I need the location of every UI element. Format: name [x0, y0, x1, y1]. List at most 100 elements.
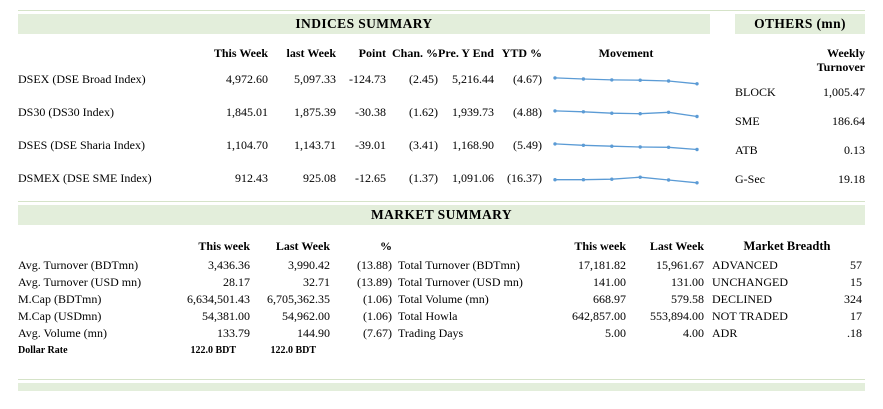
breadth-row: ADR .18 — [712, 325, 862, 342]
breadth-value: 15 — [850, 275, 862, 290]
sparkline-chart — [553, 141, 699, 151]
others-label: SME — [735, 114, 760, 129]
value-last-week: 3,990.42 — [288, 258, 330, 273]
value-last-week: 579.58 — [671, 292, 704, 307]
index-pre-y-end: 5,216.44 — [452, 72, 494, 87]
others-row: BLOCK 1,005.47 — [735, 78, 865, 107]
market-row: Avg. Turnover (USD mn) 28.17 32.71 (13.8… — [18, 274, 392, 291]
indices-section: INDICES SUMMARY This Week last Week Poin… — [18, 11, 865, 195]
others-label: ATB — [735, 143, 758, 158]
index-ytd-pct: (4.88) — [513, 105, 542, 120]
value-last-week: 32.71 — [303, 275, 330, 290]
col-last-week: Last Week — [649, 239, 704, 254]
movement-cell — [542, 135, 710, 157]
index-row: DSES (DSE Sharia Index) 1,104.70 1,143.7… — [18, 129, 710, 162]
breadth-label: ADR — [712, 326, 738, 341]
totals-header-row: This week Last Week — [398, 238, 704, 255]
value-this-week: 141.00 — [593, 275, 626, 290]
market-row: M.Cap (USDmn) 54,381.00 54,962.00 (1.06) — [18, 308, 392, 325]
index-point: -39.01 — [355, 138, 386, 153]
top-rule — [18, 10, 865, 11]
market-averages-block: This week Last Week % Avg. Turnover (BDT… — [18, 238, 392, 358]
breadth-row: ADVANCED 57 — [712, 257, 862, 274]
index-this-week: 912.43 — [235, 171, 268, 186]
dollar-rate-this-week: 122.0 BDT — [190, 344, 236, 356]
value-pct: (13.89) — [357, 275, 392, 290]
value-this-week: 28.17 — [223, 275, 250, 290]
market-label: M.Cap (BDTmn) — [18, 292, 102, 307]
others-value: 186.64 — [832, 114, 865, 129]
movement-cell — [542, 102, 710, 124]
market-row: Trading Days 5.00 4.00 — [398, 325, 704, 342]
bottom-rule — [18, 379, 865, 381]
value-this-week: 133.79 — [217, 326, 250, 341]
market-row: Total Howla 642,857.00 553,894.00 — [398, 308, 704, 325]
market-label: Total Turnover (BDTmn) — [398, 258, 520, 273]
index-last-week: 1,875.39 — [294, 105, 336, 120]
others-header-row: Weekly Turnover — [735, 46, 865, 74]
others-row: ATB 0.13 — [735, 136, 865, 165]
index-point: -30.38 — [355, 105, 386, 120]
market-breadth-title: Market Breadth — [743, 239, 831, 254]
value-last-week: 144.90 — [297, 326, 330, 341]
index-row: DSMEX (DSE SME Index) 912.43 925.08 -12.… — [18, 162, 710, 195]
market-row: Total Turnover (BDTmn) 17,181.82 15,961.… — [398, 257, 704, 274]
index-last-week: 5,097.33 — [294, 72, 336, 87]
market-row: Avg. Volume (mn) 133.79 144.90 (7.67) — [18, 325, 392, 342]
breadth-row: DECLINED 324 — [712, 291, 862, 308]
col-last-week: last Week — [286, 46, 336, 60]
breadth-label: DECLINED — [712, 292, 772, 307]
indices-header-row: This Week last Week Point Chan. % Pre. Y… — [18, 46, 710, 60]
col-point: Point — [358, 46, 386, 60]
value-last-week: 131.00 — [671, 275, 704, 290]
market-totals-block: This week Last Week Total Turnover (BDTm… — [398, 238, 704, 358]
value-pct: (1.06) — [363, 309, 392, 324]
others-value: 19.18 — [838, 172, 865, 187]
value-this-week: 17,181.82 — [578, 258, 626, 273]
others-value: 0.13 — [844, 143, 865, 158]
index-pre-y-end: 1,091.06 — [452, 171, 494, 186]
others-row: G-Sec 19.18 — [735, 165, 865, 194]
value-this-week: 54,381.00 — [202, 309, 250, 324]
sparkline-chart — [553, 175, 699, 185]
col-ytd-pct: YTD % — [501, 46, 542, 60]
value-pct: (7.67) — [363, 326, 392, 341]
value-last-week: 4.00 — [683, 326, 704, 341]
market-label: Avg. Volume (mn) — [18, 326, 107, 341]
index-point: -124.73 — [349, 72, 386, 87]
index-ytd-pct: (16.37) — [507, 171, 542, 186]
others-value: 1,005.47 — [823, 85, 865, 100]
value-this-week: 668.97 — [593, 292, 626, 307]
index-chan-pct: (1.37) — [409, 171, 438, 186]
market-label: M.Cap (USDmn) — [18, 309, 102, 324]
index-last-week: 925.08 — [303, 171, 336, 186]
others-row: SME 186.64 — [735, 107, 865, 136]
market-label: Avg. Turnover (BDTmn) — [18, 258, 139, 273]
breadth-value: .18 — [847, 326, 862, 341]
col-last-week: Last Week — [275, 239, 330, 254]
index-last-week: 1,143.71 — [294, 138, 336, 153]
indices-summary-panel: INDICES SUMMARY This Week last Week Poin… — [18, 11, 710, 195]
value-last-week: 553,894.00 — [650, 309, 704, 324]
index-label: DSEX (DSE Broad Index) — [18, 72, 146, 87]
col-movement: Movement — [598, 46, 654, 60]
index-label: DSMEX (DSE SME Index) — [18, 171, 152, 186]
index-point: -12.65 — [355, 171, 386, 186]
value-this-week: 3,436.36 — [208, 258, 250, 273]
market-row: Avg. Turnover (BDTmn) 3,436.36 3,990.42 … — [18, 257, 392, 274]
dollar-rate-last-week: 122.0 BDT — [270, 344, 316, 356]
others-label: G-Sec — [735, 172, 765, 187]
value-last-week: 6,705,362.35 — [267, 292, 330, 307]
index-chan-pct: (2.45) — [409, 72, 438, 87]
market-breadth-block: Market Breadth ADVANCED 57 UNCHANGED 15 … — [712, 238, 862, 358]
market-row: M.Cap (BDTmn) 6,634,501.43 6,705,362.35 … — [18, 291, 392, 308]
market-row: Total Volume (mn) 668.97 579.58 — [398, 291, 704, 308]
breadth-label: UNCHANGED — [712, 275, 788, 290]
index-ytd-pct: (5.49) — [513, 138, 542, 153]
market-summary-rule — [18, 201, 865, 203]
market-label: Total Turnover (USD mn) — [398, 275, 523, 290]
dollar-rate-label: Dollar Rate — [18, 344, 68, 356]
market-label: Total Volume (mn) — [398, 292, 489, 307]
others-label: BLOCK — [735, 85, 776, 100]
